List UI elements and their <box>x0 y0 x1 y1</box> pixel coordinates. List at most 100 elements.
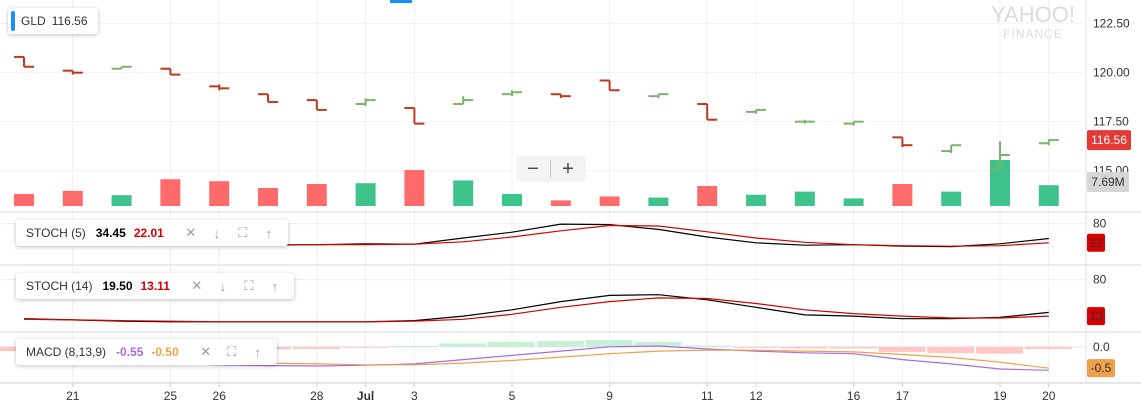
price-tick-label: 122.50 <box>1093 17 1130 31</box>
macd-histogram-bar <box>390 345 438 347</box>
price-tick-label: 120.00 <box>1093 66 1130 80</box>
macd-label: MACD (8,13,9) <box>26 345 107 359</box>
volume-bar <box>258 188 278 206</box>
close-icon[interactable]: ✕ <box>200 344 212 359</box>
volume-tag <box>1087 172 1129 192</box>
arrow-down-icon[interactable]: ↓ <box>219 278 227 294</box>
yahoo-watermark: YAHOO! <box>991 2 1075 27</box>
stoch14-d-value: 13.11 <box>140 279 170 293</box>
stoch14-series-line <box>23 297 1049 323</box>
macd-histogram-bar <box>439 343 487 347</box>
volume-bar <box>941 191 962 206</box>
macd-histogram-bar <box>878 346 926 352</box>
expand-icon[interactable]: ⛶ <box>227 344 237 359</box>
stoch14-tick-label: 80 <box>1093 273 1107 287</box>
arrow-up-icon[interactable]: ↑ <box>271 278 279 294</box>
volume-bar <box>306 184 327 206</box>
macd-histogram-bar <box>683 345 731 347</box>
x-tick-label: 19 <box>993 389 1007 403</box>
macd-histogram-bar <box>780 346 828 349</box>
macd-value: -0.55 <box>116 345 144 359</box>
volume-bar <box>453 180 474 206</box>
x-tick-label: 28 <box>310 389 324 403</box>
arrow-up-icon[interactable]: ↑ <box>265 225 273 241</box>
volume-bar <box>550 200 571 206</box>
volume-bar <box>14 194 34 206</box>
macd-histogram-bar <box>829 346 877 349</box>
volume-tag-label: 7.69M <box>1091 175 1124 189</box>
stoch5-d-value: 22.01 <box>133 226 164 240</box>
macd-histogram-bar <box>488 341 535 347</box>
macd-histogram-bar <box>634 341 682 347</box>
symbol-legend: GLD 116.56 <box>8 8 98 34</box>
stoch14-k-value: 19.50 <box>102 279 133 293</box>
arrow-down-icon[interactable]: ↓ <box>213 225 221 241</box>
x-tick-label: 17 <box>896 389 910 403</box>
macd-histogram-bar <box>732 346 779 348</box>
arrow-up-icon[interactable]: ↑ <box>254 344 262 360</box>
stoch5-k-value: 34.45 <box>95 226 126 240</box>
volume-bar <box>794 191 815 206</box>
last-price-label: 116.56 <box>51 14 88 28</box>
x-tick-label: 16 <box>847 389 861 403</box>
zoom-out-button[interactable]: − <box>527 158 539 180</box>
macd-value-tag <box>1087 359 1115 378</box>
volume-bar <box>160 179 181 206</box>
last-price-tag <box>1087 130 1131 151</box>
stoch5-value-tag-label: 22 <box>1089 236 1103 250</box>
zoom-control: − + <box>516 156 586 182</box>
zoom-in-button[interactable]: + <box>562 158 574 180</box>
volume-bar <box>111 195 132 206</box>
price-tick-label: 117.50 <box>1093 115 1129 129</box>
volume-bar <box>843 198 864 206</box>
volume-bar <box>746 194 766 206</box>
symbol-color-bar <box>11 11 15 31</box>
macd-histogram-bar <box>585 339 633 347</box>
stoch5-tick-label: 80 <box>1093 217 1107 231</box>
x-tick-label: 25 <box>164 389 178 403</box>
macd-legend: MACD (8,13,9) -0.55 -0.50 ✕ ⛶ ↑ <box>16 339 277 365</box>
macd-histogram-bar <box>536 340 584 347</box>
macd-histogram-bar <box>1024 346 1072 349</box>
volume-bar <box>648 197 669 206</box>
stoch14-label: STOCH (14) <box>26 279 93 293</box>
stoch5-legend: STOCH (5) 34.45 22.01 ✕ ↓ ⛶ ↑ <box>16 220 288 246</box>
volume-bar <box>892 184 913 206</box>
x-tick-label: 26 <box>213 389 227 403</box>
symbol-label: GLD <box>21 14 46 28</box>
x-tick-label: Jul <box>357 389 374 403</box>
x-tick-label: 21 <box>66 389 80 403</box>
volume-bar <box>355 183 376 206</box>
macd-signal-value: -0.50 <box>151 345 179 359</box>
volume-bar <box>599 196 620 206</box>
volume-bar <box>502 194 522 206</box>
close-icon[interactable]: ✕ <box>191 278 203 293</box>
macd-zero-tick-label: 0.0 <box>1093 340 1110 354</box>
zoom-divider <box>550 160 551 178</box>
expand-icon[interactable]: ⛶ <box>238 225 248 240</box>
volume-bar <box>697 186 718 206</box>
volume-bar <box>62 190 83 206</box>
finance-watermark: FINANCE <box>1003 27 1063 41</box>
x-tick-label: 12 <box>749 389 763 403</box>
volume-bar <box>404 170 425 206</box>
close-icon[interactable]: ✕ <box>185 225 197 240</box>
x-tick-label: 20 <box>1042 389 1056 403</box>
range-handle[interactable] <box>390 0 412 3</box>
stoch5-value-tag <box>1087 233 1105 252</box>
expand-icon[interactable]: ⛶ <box>244 278 254 293</box>
x-tick-label: 9 <box>606 389 613 403</box>
stoch14-legend: STOCH (14) 19.50 13.11 ✕ ↓ ⛶ ↑ <box>16 273 294 299</box>
x-tick-label: 5 <box>509 389 516 403</box>
stoch14-value-tag-label: 13 <box>1089 309 1103 323</box>
stoch14-value-tag <box>1087 307 1105 326</box>
macd-histogram-bar <box>976 346 1023 354</box>
macd-histogram-bar <box>927 346 975 354</box>
x-tick-label: 3 <box>411 389 418 403</box>
volume-bar <box>209 181 230 206</box>
macd-value-tag-label: -0.5 <box>1091 361 1112 375</box>
macd-histogram-bar <box>292 346 340 349</box>
stoch5-label: STOCH (5) <box>26 226 86 240</box>
x-tick-label: 11 <box>701 389 714 403</box>
macd-histogram-bar <box>341 346 389 348</box>
